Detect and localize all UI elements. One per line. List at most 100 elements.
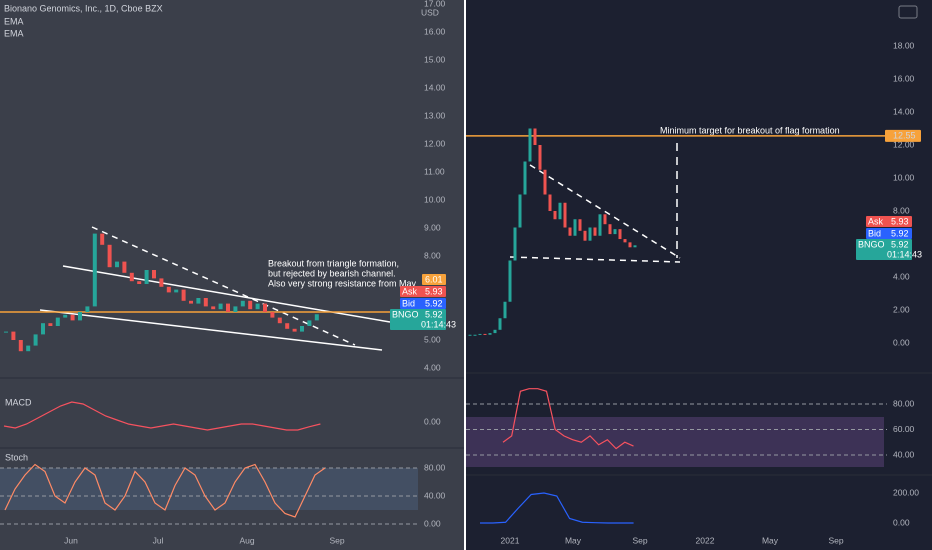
price-tick-label: 16.00 bbox=[424, 26, 446, 36]
x-tick-label: Sep bbox=[329, 535, 344, 545]
candle bbox=[277, 317, 282, 324]
candle bbox=[11, 331, 16, 340]
candle bbox=[174, 289, 179, 293]
candle bbox=[468, 334, 472, 336]
candle bbox=[568, 227, 572, 236]
candle bbox=[593, 227, 597, 236]
annotation-line: but rejected by bearish channel. bbox=[268, 268, 396, 278]
x-tick-label: 2021 bbox=[501, 535, 520, 545]
candle bbox=[240, 300, 245, 307]
candle bbox=[211, 306, 216, 310]
price-tick-label: 5.00 bbox=[424, 334, 441, 344]
x-tick-label: May bbox=[565, 535, 582, 545]
x-tick-label: Jul bbox=[153, 535, 164, 545]
indicator-tick-label: 0.00 bbox=[424, 518, 441, 528]
candle bbox=[478, 333, 482, 335]
candle bbox=[70, 314, 75, 321]
price-tick-label: 12.00 bbox=[893, 139, 915, 149]
annotation-line: Also very strong resistance from May bbox=[268, 278, 417, 288]
indicator-tick-label: 80.00 bbox=[893, 398, 915, 408]
candle bbox=[233, 306, 238, 312]
button[interactable] bbox=[898, 5, 918, 19]
channel-bottom bbox=[39, 309, 383, 351]
triangle-line bbox=[529, 164, 681, 259]
indicator-tick-label: 0.00 bbox=[893, 517, 910, 527]
price-tick-label: 14.00 bbox=[424, 82, 446, 92]
candle bbox=[578, 219, 582, 231]
indicator-tick-label: 60.00 bbox=[893, 424, 915, 434]
indicator-tick-label: 40.00 bbox=[893, 449, 915, 459]
indicator: EMA bbox=[4, 16, 24, 26]
indicator-tick-label: 40.00 bbox=[424, 490, 446, 500]
candle bbox=[523, 161, 527, 195]
price-tick-label: 8.00 bbox=[424, 250, 441, 260]
pane-label: Stoch bbox=[5, 452, 28, 462]
candle bbox=[608, 224, 612, 235]
candle bbox=[508, 260, 512, 302]
candle bbox=[558, 202, 562, 220]
bid-box bbox=[866, 228, 912, 239]
candle bbox=[218, 303, 223, 310]
candle bbox=[92, 233, 97, 307]
ask-box bbox=[866, 216, 912, 227]
triangle-line bbox=[91, 226, 356, 346]
candle bbox=[285, 323, 290, 329]
candle bbox=[270, 312, 275, 318]
price-tick-label: 11.00 bbox=[424, 166, 445, 176]
bid-value: 5.92 bbox=[891, 228, 909, 238]
candle bbox=[122, 261, 127, 273]
bid-name: Bid bbox=[402, 298, 415, 308]
candle bbox=[137, 281, 142, 284]
price-tick-label: 2.00 bbox=[893, 304, 910, 314]
currency: USD bbox=[421, 7, 439, 17]
candle bbox=[300, 326, 304, 332]
x-tick-label: 2022 bbox=[696, 535, 715, 545]
candle bbox=[518, 194, 522, 228]
candle bbox=[85, 306, 90, 312]
price-tick-label: 12.00 bbox=[424, 138, 446, 148]
candle bbox=[55, 317, 60, 326]
target-label: 12.55 bbox=[893, 130, 916, 140]
candle bbox=[18, 340, 23, 352]
candle bbox=[159, 278, 164, 287]
x-tick-label: Jun bbox=[64, 535, 78, 545]
candle bbox=[503, 301, 507, 319]
candle bbox=[583, 230, 587, 241]
candle bbox=[528, 128, 532, 162]
candle bbox=[613, 229, 617, 235]
price-tick-label: 14.00 bbox=[893, 106, 915, 116]
target-box bbox=[885, 129, 921, 142]
candle bbox=[196, 298, 201, 304]
candle bbox=[255, 303, 260, 310]
price-label: 6.01 bbox=[425, 274, 443, 284]
countdown: 01:14:43 bbox=[421, 319, 456, 329]
candle bbox=[543, 169, 547, 195]
bid-box bbox=[400, 298, 446, 309]
candle bbox=[533, 128, 537, 145]
x-tick-label: Sep bbox=[828, 535, 843, 545]
candle bbox=[166, 286, 171, 293]
candle bbox=[248, 300, 253, 310]
right-pane bbox=[466, 0, 932, 550]
annotation-line: Breakout from triangle formation, bbox=[268, 258, 399, 268]
indicator-tick-label: 200.00 bbox=[893, 487, 919, 497]
price-tick-label: 16.00 bbox=[893, 73, 915, 83]
candle bbox=[115, 261, 119, 268]
x-tick-label: Sep bbox=[632, 535, 647, 545]
indicator: EMA bbox=[4, 28, 24, 38]
indicator-line bbox=[502, 388, 634, 450]
candle bbox=[263, 303, 267, 312]
divider bbox=[464, 0, 466, 550]
candle bbox=[628, 242, 632, 248]
indicator-line bbox=[4, 463, 326, 518]
candle bbox=[588, 227, 592, 241]
candle bbox=[573, 219, 577, 236]
last-box bbox=[856, 239, 912, 260]
candle bbox=[623, 239, 627, 243]
last-box bbox=[390, 309, 446, 330]
price-tick-label: 18.00 bbox=[893, 40, 915, 50]
candle bbox=[48, 323, 53, 326]
candle bbox=[598, 214, 602, 236]
candle bbox=[189, 300, 193, 304]
price-tick-label: 8.00 bbox=[893, 205, 910, 215]
